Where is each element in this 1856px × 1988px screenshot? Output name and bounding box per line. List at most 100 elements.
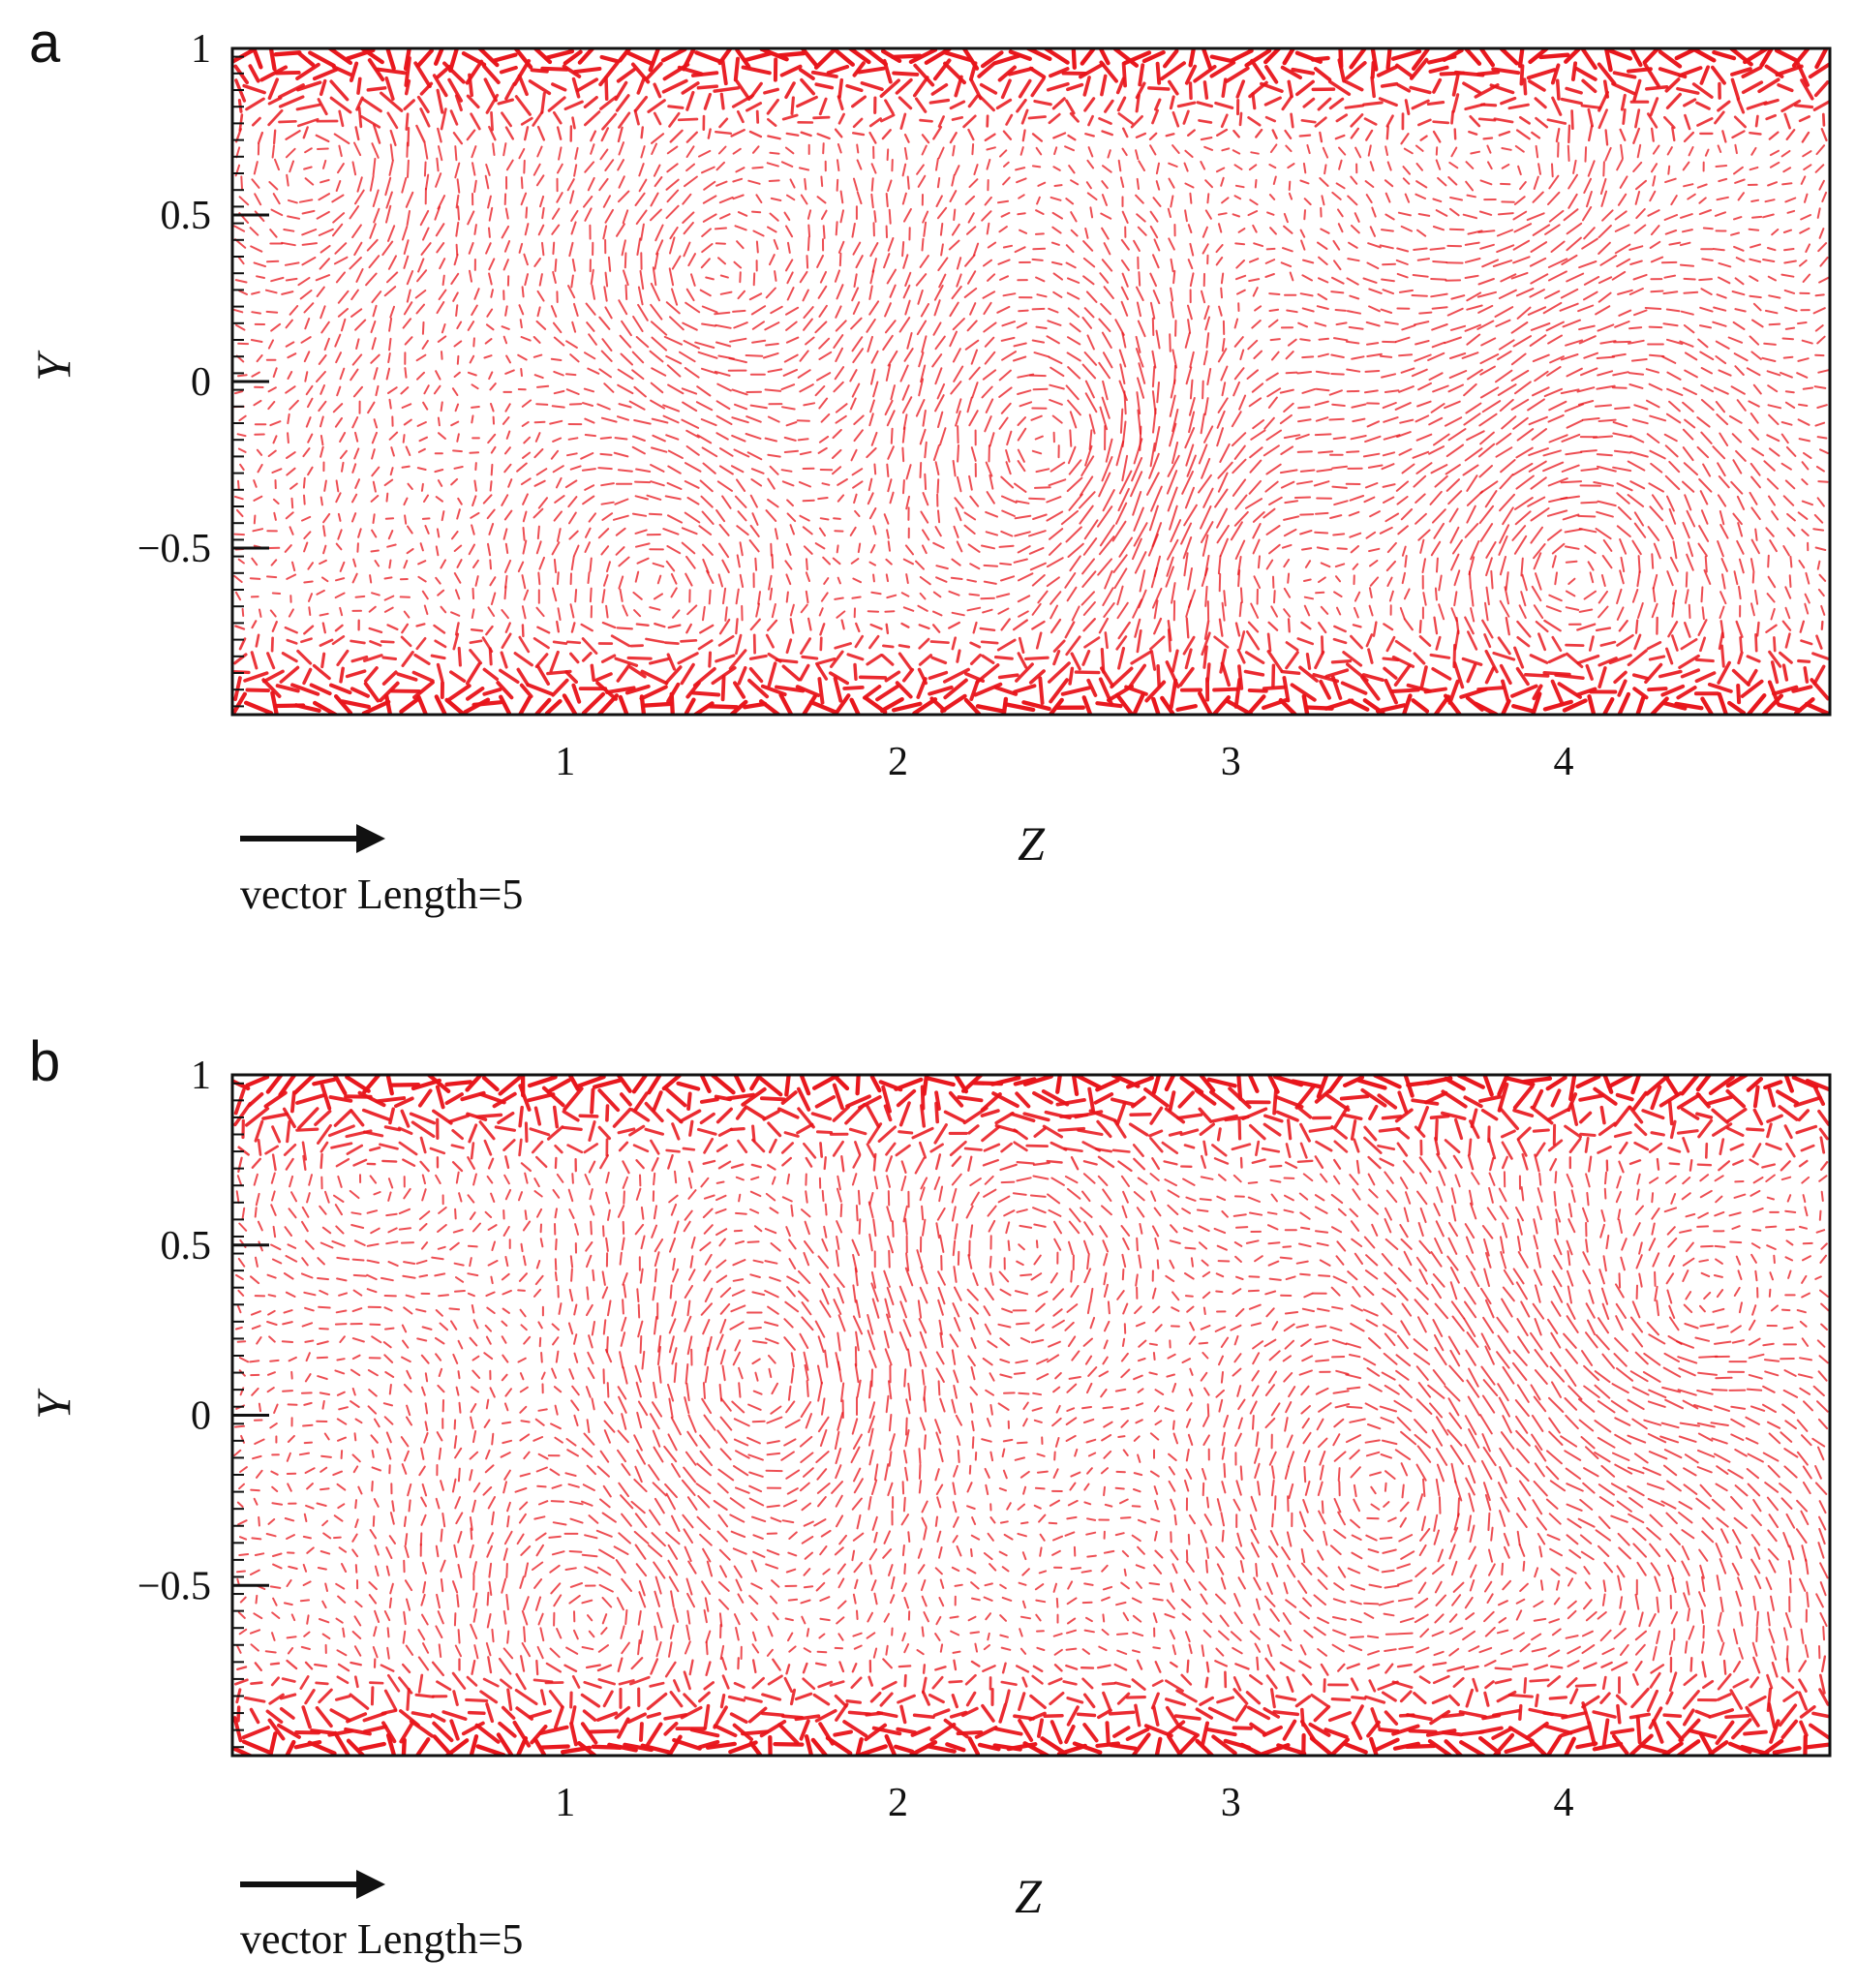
velocity-vector [1800,214,1811,221]
velocity-vector [1814,546,1827,551]
velocity-vector [798,68,815,80]
velocity-vector [552,587,558,602]
velocity-vector [598,177,609,192]
velocity-vector [1212,687,1239,692]
velocity-vector [388,1535,396,1545]
velocity-vector [648,657,670,665]
velocity-vector [1768,322,1781,326]
velocity-vector [1633,224,1647,234]
velocity-vector [628,400,646,411]
velocity-vector [340,318,347,332]
velocity-vector [490,110,494,132]
velocity-vector [1699,306,1714,313]
velocity-vector [471,145,477,159]
velocity-vector [718,618,731,635]
velocity-vector [1664,229,1678,235]
velocity-vector [1733,570,1739,586]
velocity-vector [1204,209,1212,220]
velocity-vector [323,1432,330,1441]
velocity-vector [719,92,725,110]
velocity-vector [908,48,938,65]
velocity-vector [1733,352,1749,362]
velocity-vector [1517,48,1525,69]
velocity-vector [1151,390,1157,414]
velocity-vector [997,65,1017,82]
velocity-vector [535,468,548,476]
velocity-vector [1500,96,1517,106]
velocity-vector [1438,603,1445,621]
velocity-vector [1466,505,1476,524]
velocity-vector [1035,146,1043,156]
velocity-vector [553,336,565,347]
velocity-vector [748,539,760,553]
velocity-vector [278,119,297,124]
velocity-vector [828,671,850,686]
velocity-vector [594,672,613,683]
velocity-vector [821,482,831,486]
velocity-vector [519,683,533,699]
velocity-vector [324,1582,328,1592]
velocity-vector [936,177,941,189]
velocity-vector [1501,679,1510,704]
velocity-vector [1170,195,1174,208]
velocity-vector [1246,630,1261,651]
velocity-vector [1148,452,1160,479]
velocity-vector [769,587,774,601]
velocity-vector [782,368,798,377]
velocity-vector [351,493,358,504]
velocity-vector [734,403,748,411]
velocity-vector [438,145,443,162]
velocity-vector [601,338,613,352]
velocity-vector [290,1191,297,1203]
velocity-vector [238,290,248,295]
velocity-vector [250,1310,261,1316]
velocity-vector [565,373,577,377]
velocity-vector [769,254,776,266]
velocity-vector [1718,276,1731,285]
velocity-vector [898,317,911,333]
velocity-vector [1182,109,1190,125]
velocity-vector [1415,512,1427,525]
velocity-vector [818,397,829,410]
velocity-vector [1121,331,1127,349]
velocity-vector [1782,545,1790,557]
velocity-vector [1542,301,1563,315]
velocity-vector [1351,225,1360,234]
velocity-vector [250,245,263,253]
velocity-vector [1780,149,1791,158]
velocity-vector [818,97,828,116]
velocity-vector [1702,463,1712,477]
velocity-vector [1348,241,1358,249]
velocity-vector [702,543,714,556]
velocity-vector [488,125,497,141]
velocity-vector [1239,349,1245,361]
velocity-vector [786,287,795,301]
velocity-vector [963,511,977,521]
velocity-vector [1538,52,1570,60]
velocity-vector [1099,60,1118,83]
velocity-vector [418,1210,431,1220]
velocity-vector [764,388,782,392]
velocity-vector [453,1435,458,1450]
velocity-vector [335,1157,350,1168]
velocity-vector [554,1258,558,1271]
velocity-vector [533,1288,542,1298]
velocity-vector [767,661,777,688]
velocity-vector [967,212,975,224]
velocity-vector [819,517,830,521]
velocity-vector [901,446,905,463]
velocity-vector [232,669,251,675]
velocity-vector [1645,84,1669,91]
velocity-vector [1201,521,1214,543]
velocity-vector [806,209,812,220]
velocity-vector [336,1418,348,1425]
velocity-vector [661,78,688,94]
velocity-vector [1470,540,1480,561]
velocity-vector [270,1204,277,1216]
velocity-vector [569,1255,574,1269]
velocity-vector [369,1175,378,1184]
velocity-vector [571,321,577,333]
velocity-vector [1771,510,1780,521]
velocity-vector [1299,530,1313,535]
velocity-vector [719,447,734,457]
